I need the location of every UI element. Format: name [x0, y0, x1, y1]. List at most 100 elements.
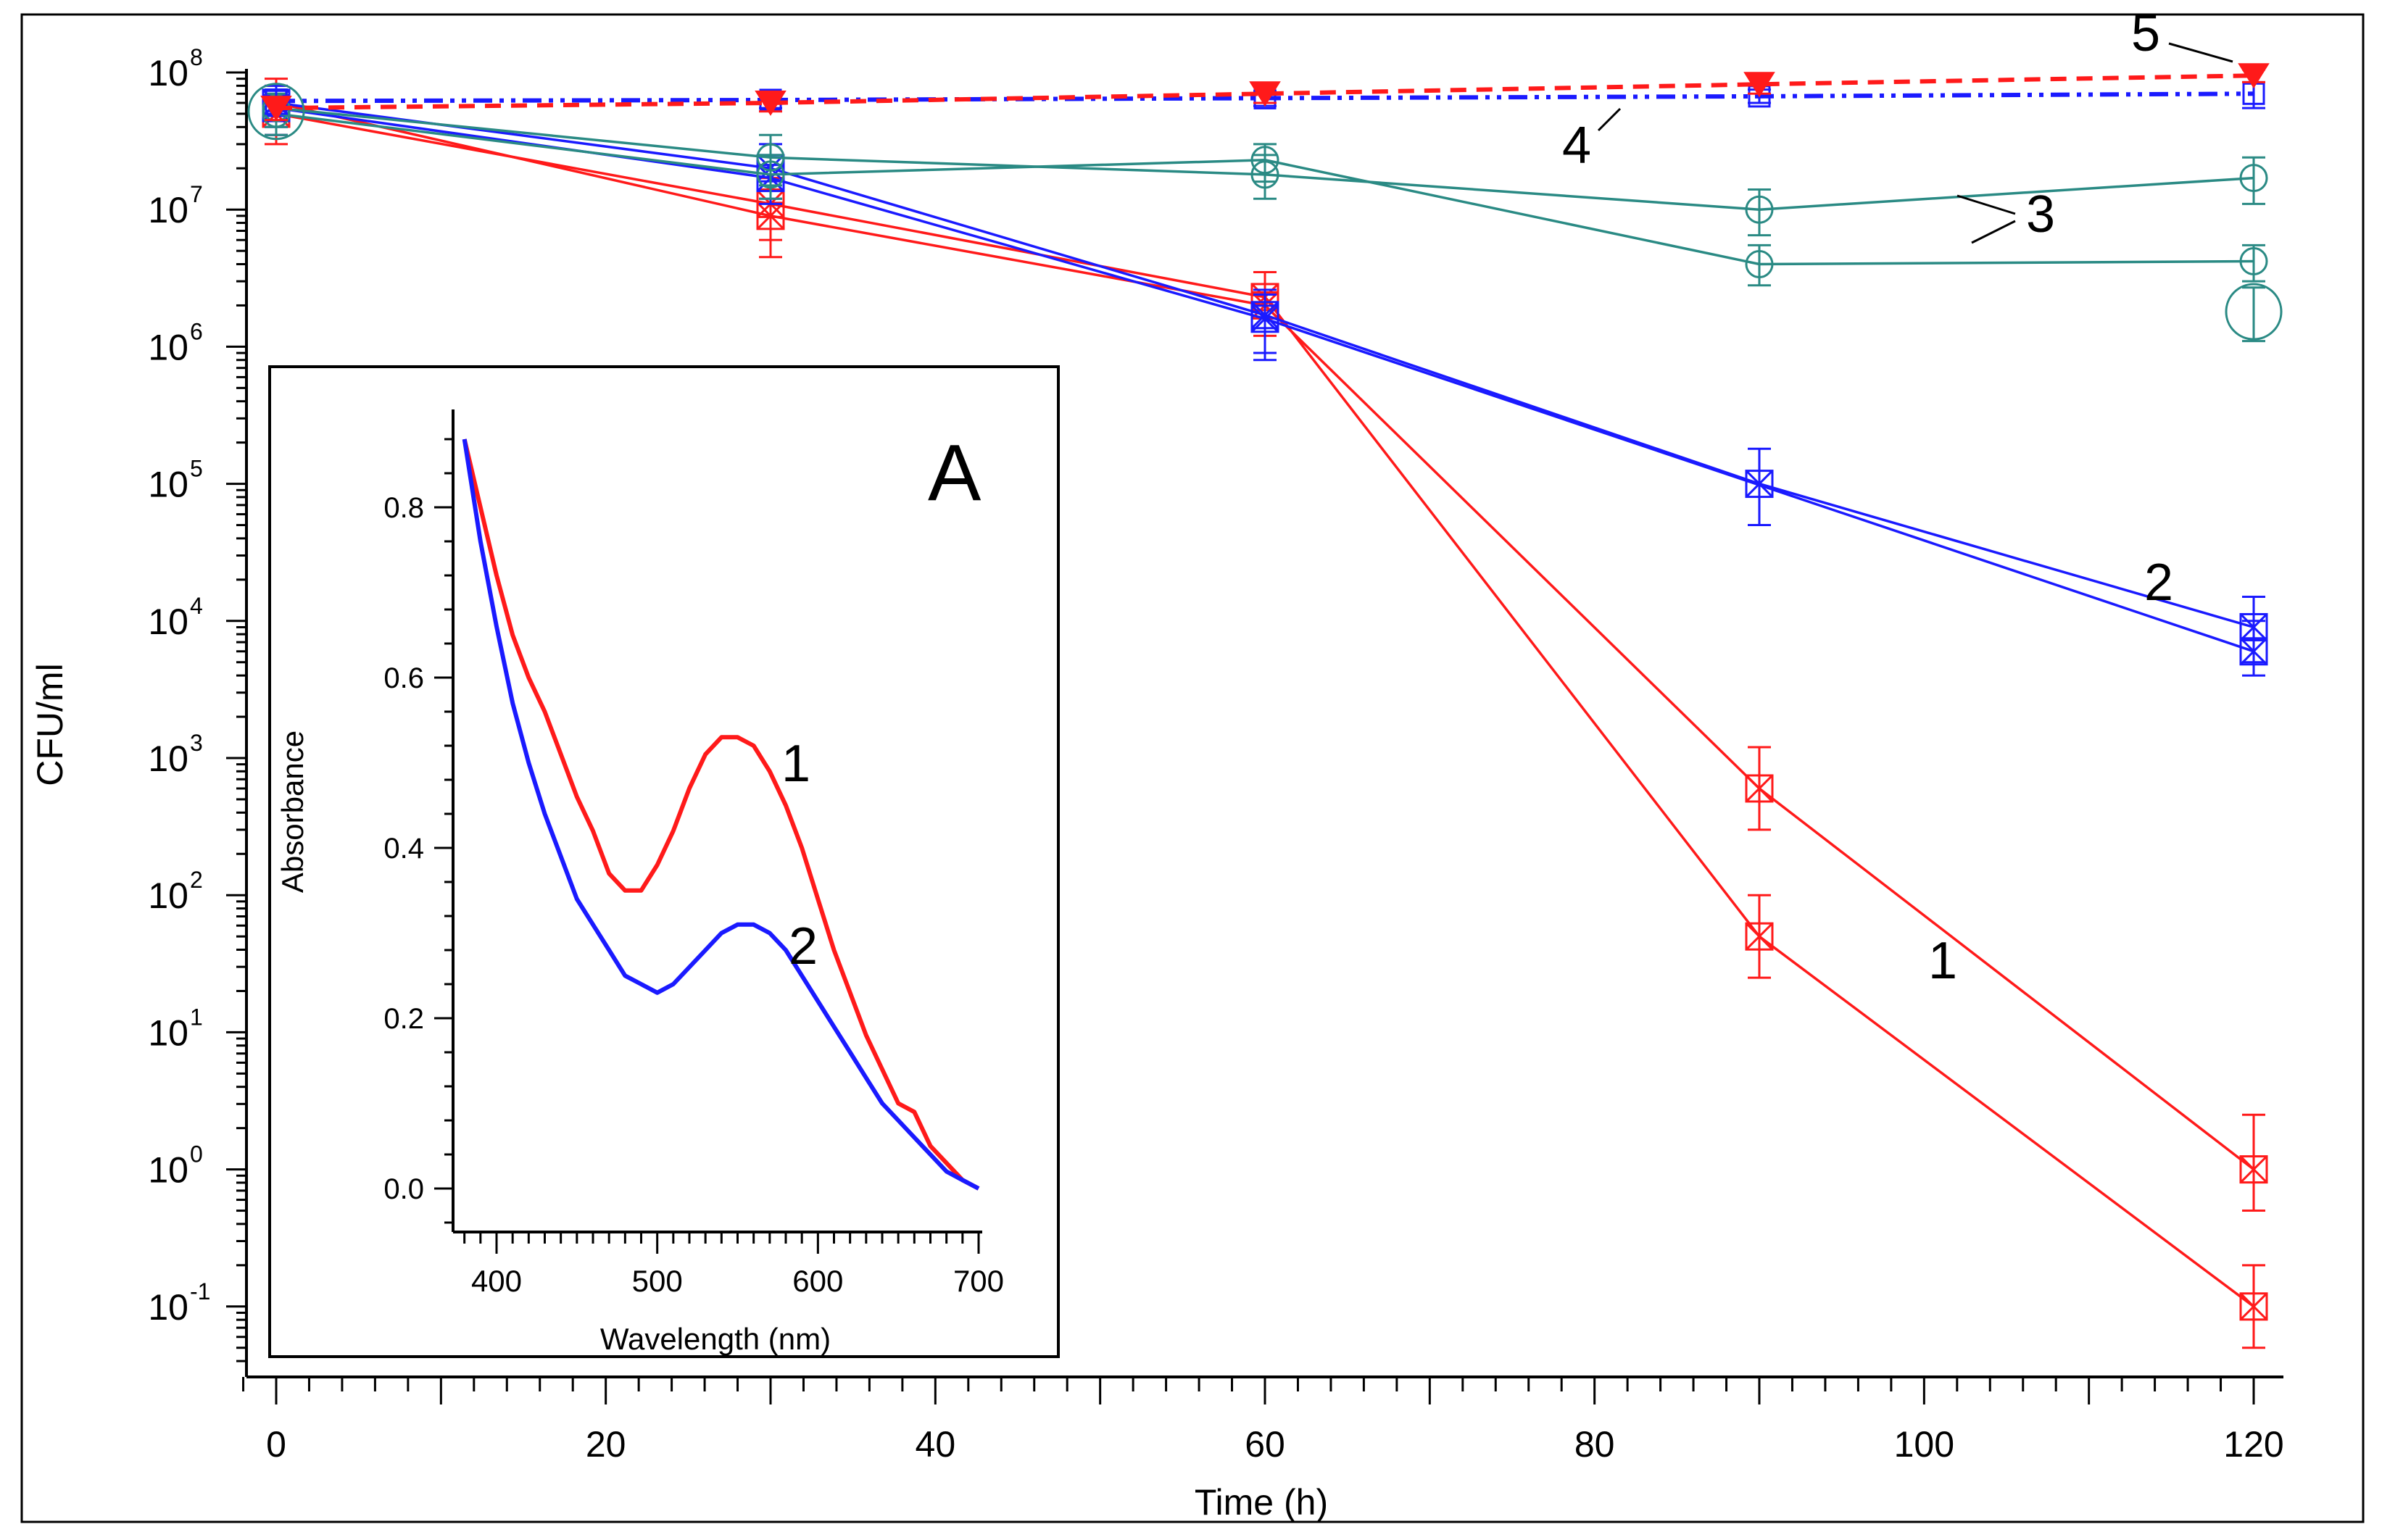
- inset-x-tick-label: 400: [471, 1264, 522, 1298]
- main-curve-labels: 5 4 3 2 1: [1562, 4, 2233, 990]
- main-x-tick-label: 100: [1894, 1424, 1954, 1465]
- inset-y-tick-label: 0.0: [383, 1173, 424, 1205]
- main-point-error-bar: [2242, 1113, 2265, 1212]
- inset-curve-label-1: 1: [781, 735, 810, 793]
- main-point-error-bar: [2242, 620, 2265, 677]
- leader-line-3a: [1956, 194, 2016, 215]
- main-extra-marker: [247, 83, 305, 141]
- main-y-tick-label: 10: [148, 738, 188, 779]
- curve-label-5: 5: [2131, 4, 2160, 62]
- main-point-marker: [1250, 146, 1279, 175]
- leader-line-5: [2168, 42, 2233, 63]
- main-y-tick-exponent: 2: [190, 867, 203, 893]
- main-extra-point: [247, 83, 305, 141]
- curve-label-1: 1: [1928, 932, 1957, 990]
- main-y-tick-label: 10: [148, 1150, 188, 1191]
- main-point-marker-cross: [2239, 1292, 2268, 1320]
- main-x-tick-label: 60: [1245, 1424, 1285, 1465]
- main-point-marker-cross: [2239, 1155, 2268, 1183]
- figure-border: [20, 13, 2365, 1523]
- inset-x-tick-label: 500: [632, 1264, 683, 1298]
- inset-x-tick-label: 700: [953, 1264, 1004, 1298]
- main-y-tick-exponent: -1: [190, 1278, 210, 1304]
- main-point-marker: [1250, 304, 1279, 333]
- main-point-marker: [2239, 164, 2268, 193]
- main-point-marker-cross: [2239, 637, 2268, 665]
- inset-spectrum-1: [462, 438, 980, 1191]
- main-y-tick-exponent: 4: [190, 593, 203, 619]
- curve-label-3: 3: [2026, 186, 2055, 244]
- curve-label-2: 2: [2144, 554, 2173, 612]
- main-x-tick-label: 20: [586, 1424, 626, 1465]
- main-point-marker: [1745, 774, 1774, 803]
- main-x-tick-label: 120: [2223, 1424, 2283, 1465]
- inset-series: [462, 438, 980, 1191]
- main-y-tick-label: 10: [148, 602, 188, 642]
- main-x-tick-label: 0: [266, 1424, 286, 1465]
- main-point-error-bar: [1253, 143, 1277, 183]
- curve-label-4: 4: [1562, 117, 1591, 175]
- inset-frame: [268, 365, 1060, 1358]
- main-x-tick-label: 40: [916, 1424, 956, 1465]
- inset-chart: 0.0 0.2 0.4 0.6 0.8 400 500 600 700 A 1 2 Wavele…: [268, 365, 1060, 1358]
- inset-y-tick-label: 0.8: [383, 492, 424, 524]
- leader-line-4: [1597, 107, 1622, 132]
- inset-axes: 0.0 0.2 0.4 0.6 0.8 400 500 600 700: [383, 409, 1004, 1298]
- inset-x-axis-label: Wavelength (nm): [600, 1322, 831, 1356]
- main-extra-error-bar: [2242, 286, 2265, 343]
- main-y-tick-label: 10: [148, 1012, 188, 1053]
- main-y-tick-exponent: 6: [190, 318, 203, 344]
- main-point-marker: [2239, 1155, 2268, 1184]
- main-point-marker: [755, 90, 787, 116]
- main-point-marker-cross: [1745, 923, 1774, 951]
- main-point-marker: [260, 96, 292, 122]
- inset-y-axis-label: Absorbance: [275, 731, 310, 893]
- main-series-line: [275, 73, 2254, 111]
- main-chart: 10 810 710 610 510 410 310 210 110 010 -10 20 40 60 80…: [30, 4, 2284, 1523]
- main-extra-point: [2225, 283, 2283, 343]
- main-point-marker: [1745, 470, 1774, 499]
- leader-line-3b: [1971, 220, 2016, 244]
- main-y-tick-label: 10: [148, 1287, 188, 1328]
- main-y-tick-label: 10: [148, 327, 188, 367]
- main-point-marker: [1249, 81, 1281, 107]
- main-y-tick-label: 10: [148, 465, 188, 505]
- main-extra-marker: [2225, 283, 2283, 341]
- main-y-tick-label: 10: [148, 53, 188, 93]
- main-point-marker: [1745, 195, 1774, 224]
- main-y-axis-label: CFU/ml: [30, 663, 70, 786]
- inset-panel-label: A: [928, 428, 982, 517]
- main-x-axis-label: Time (h): [1195, 1482, 1328, 1523]
- main-x-tick-label: 80: [1574, 1424, 1615, 1465]
- inset-x-tick-label: 600: [792, 1264, 843, 1298]
- main-point-marker: [756, 160, 785, 189]
- main-point-marker: [1745, 922, 1774, 951]
- main-point-marker-cross: [1745, 774, 1774, 803]
- main-y-tick-exponent: 8: [190, 44, 203, 70]
- main-y-tick-exponent: 7: [190, 181, 203, 207]
- main-y-tick-label: 10: [148, 875, 188, 916]
- inset-spectrum-0: [462, 438, 980, 1191]
- main-series-7: [260, 63, 2270, 122]
- main-point-marker: [2239, 246, 2268, 275]
- main-point-marker: [1745, 249, 1774, 278]
- inset-curve-label-2: 2: [789, 917, 818, 975]
- main-point-marker: [2238, 63, 2270, 89]
- main-y-tick-exponent: 0: [190, 1141, 203, 1168]
- main-y-tick-exponent: 3: [190, 730, 203, 756]
- main-point-error-bar: [1748, 447, 1771, 527]
- main-series-5: [262, 92, 2268, 287]
- main-y-tick-label: 10: [148, 190, 188, 230]
- main-point-marker: [1743, 72, 1775, 98]
- inset-y-tick-label: 0.2: [383, 1003, 424, 1035]
- inset-y-tick-label: 0.4: [383, 833, 424, 865]
- main-axes: 10 810 710 610 510 410 310 210 110 010 -10 20 40 60 80…: [148, 44, 2283, 1465]
- main-y-tick-exponent: 5: [190, 456, 203, 482]
- main-series: [247, 63, 2283, 1349]
- main-point-marker: [2239, 637, 2268, 666]
- main-y-tick-exponent: 1: [190, 1004, 203, 1030]
- main-point-marker-cross: [1250, 304, 1279, 333]
- main-point-marker: [2239, 1292, 2268, 1321]
- inset-y-tick-label: 0.6: [383, 662, 424, 694]
